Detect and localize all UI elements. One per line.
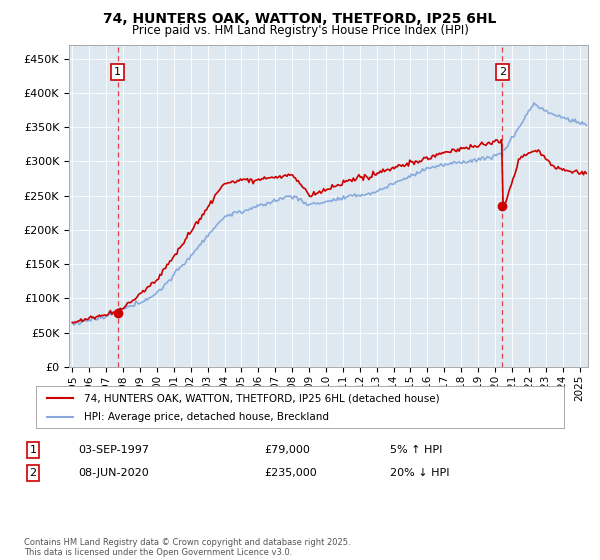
- Text: 1: 1: [29, 445, 37, 455]
- Text: £79,000: £79,000: [264, 445, 310, 455]
- Text: 03-SEP-1997: 03-SEP-1997: [78, 445, 149, 455]
- Text: HPI: Average price, detached house, Breckland: HPI: Average price, detached house, Brec…: [83, 412, 329, 422]
- Text: 2: 2: [29, 468, 37, 478]
- Text: 5% ↑ HPI: 5% ↑ HPI: [390, 445, 442, 455]
- Text: 1: 1: [114, 67, 121, 77]
- Text: 20% ↓ HPI: 20% ↓ HPI: [390, 468, 449, 478]
- Text: Price paid vs. HM Land Registry's House Price Index (HPI): Price paid vs. HM Land Registry's House …: [131, 24, 469, 36]
- Text: Contains HM Land Registry data © Crown copyright and database right 2025.
This d: Contains HM Land Registry data © Crown c…: [24, 538, 350, 557]
- Text: 2: 2: [499, 67, 506, 77]
- Text: 74, HUNTERS OAK, WATTON, THETFORD, IP25 6HL: 74, HUNTERS OAK, WATTON, THETFORD, IP25 …: [103, 12, 497, 26]
- Text: 74, HUNTERS OAK, WATTON, THETFORD, IP25 6HL (detached house): 74, HUNTERS OAK, WATTON, THETFORD, IP25 …: [83, 393, 439, 403]
- Text: 08-JUN-2020: 08-JUN-2020: [78, 468, 149, 478]
- Text: £235,000: £235,000: [264, 468, 317, 478]
